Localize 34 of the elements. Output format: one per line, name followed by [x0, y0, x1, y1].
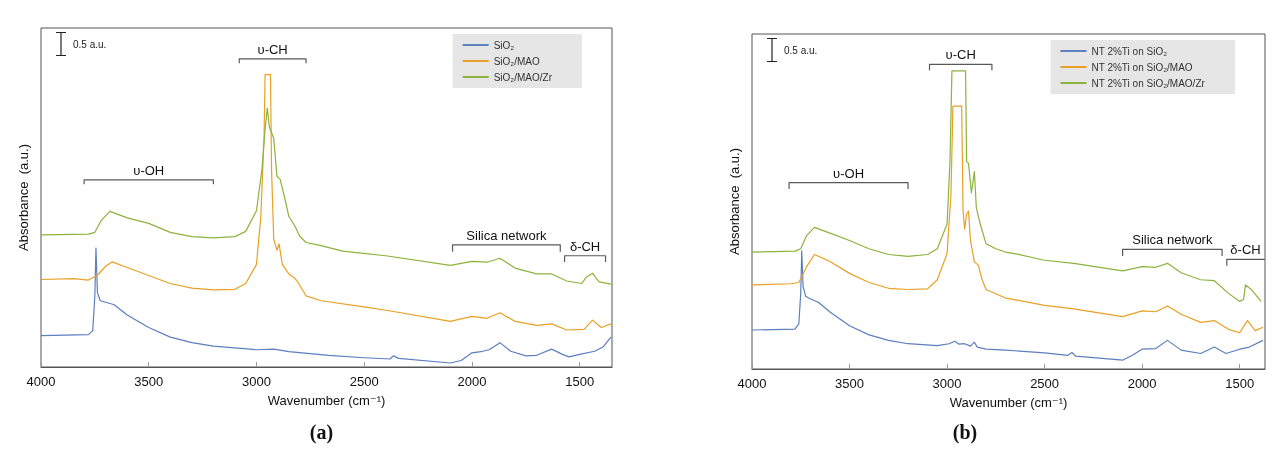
- y-axis-title: Absorbance (a.u.): [726, 148, 742, 255]
- x-tick-label: 2000: [457, 374, 487, 389]
- x-tick-label: 1500: [565, 374, 595, 389]
- annotation: υ-CH: [945, 47, 976, 63]
- x-tick-label: 3000: [932, 376, 962, 391]
- x-axis-title: Wavenumber (cm⁻¹): [949, 395, 1068, 410]
- x-tick-label: 2500: [1030, 376, 1060, 391]
- x-tick-label: 3000: [242, 374, 271, 389]
- annotation: Silica network: [466, 227, 548, 243]
- annotation: υ-CH: [257, 41, 288, 57]
- x-tick-label: 2500: [349, 374, 379, 389]
- annotation: υ-OH: [833, 165, 865, 181]
- x-axis-title: Wavenumber (cm⁻¹): [267, 393, 386, 408]
- text: 0.5 a.u.: [73, 38, 107, 50]
- x-tick-label: 1500: [1225, 376, 1255, 391]
- x-tick-label: 3500: [134, 374, 164, 389]
- x-tick-label: 4000: [26, 374, 56, 389]
- legend-label: NT 2%Ti on SiO₂: [1091, 45, 1168, 57]
- legend-label: SiO₂/MAO: [493, 55, 540, 67]
- annotation: Silica network: [1132, 232, 1213, 248]
- text: (a): [309, 421, 334, 444]
- text: (b): [952, 421, 978, 444]
- x-tick-label: 3500: [835, 376, 864, 391]
- legend-label: NT 2%Ti on SiO₂/MAO/Zr: [1091, 77, 1206, 89]
- annotation: δ-CH: [1230, 242, 1261, 258]
- x-tick-label: 2000: [1127, 376, 1157, 391]
- x-tick-label: 4000: [737, 376, 767, 391]
- y-axis-title: Absorbance (a.u.): [15, 144, 31, 251]
- legend-label: NT 2%Ti on SiO₂/MAO: [1091, 61, 1193, 73]
- text: 0.5 a.u.: [784, 44, 818, 56]
- legend-label: SiO₂: [493, 39, 515, 51]
- legend-label: SiO₂/MAO/Zr: [493, 71, 553, 83]
- annotation: υ-OH: [133, 162, 165, 178]
- annotation: δ-CH: [569, 238, 601, 254]
